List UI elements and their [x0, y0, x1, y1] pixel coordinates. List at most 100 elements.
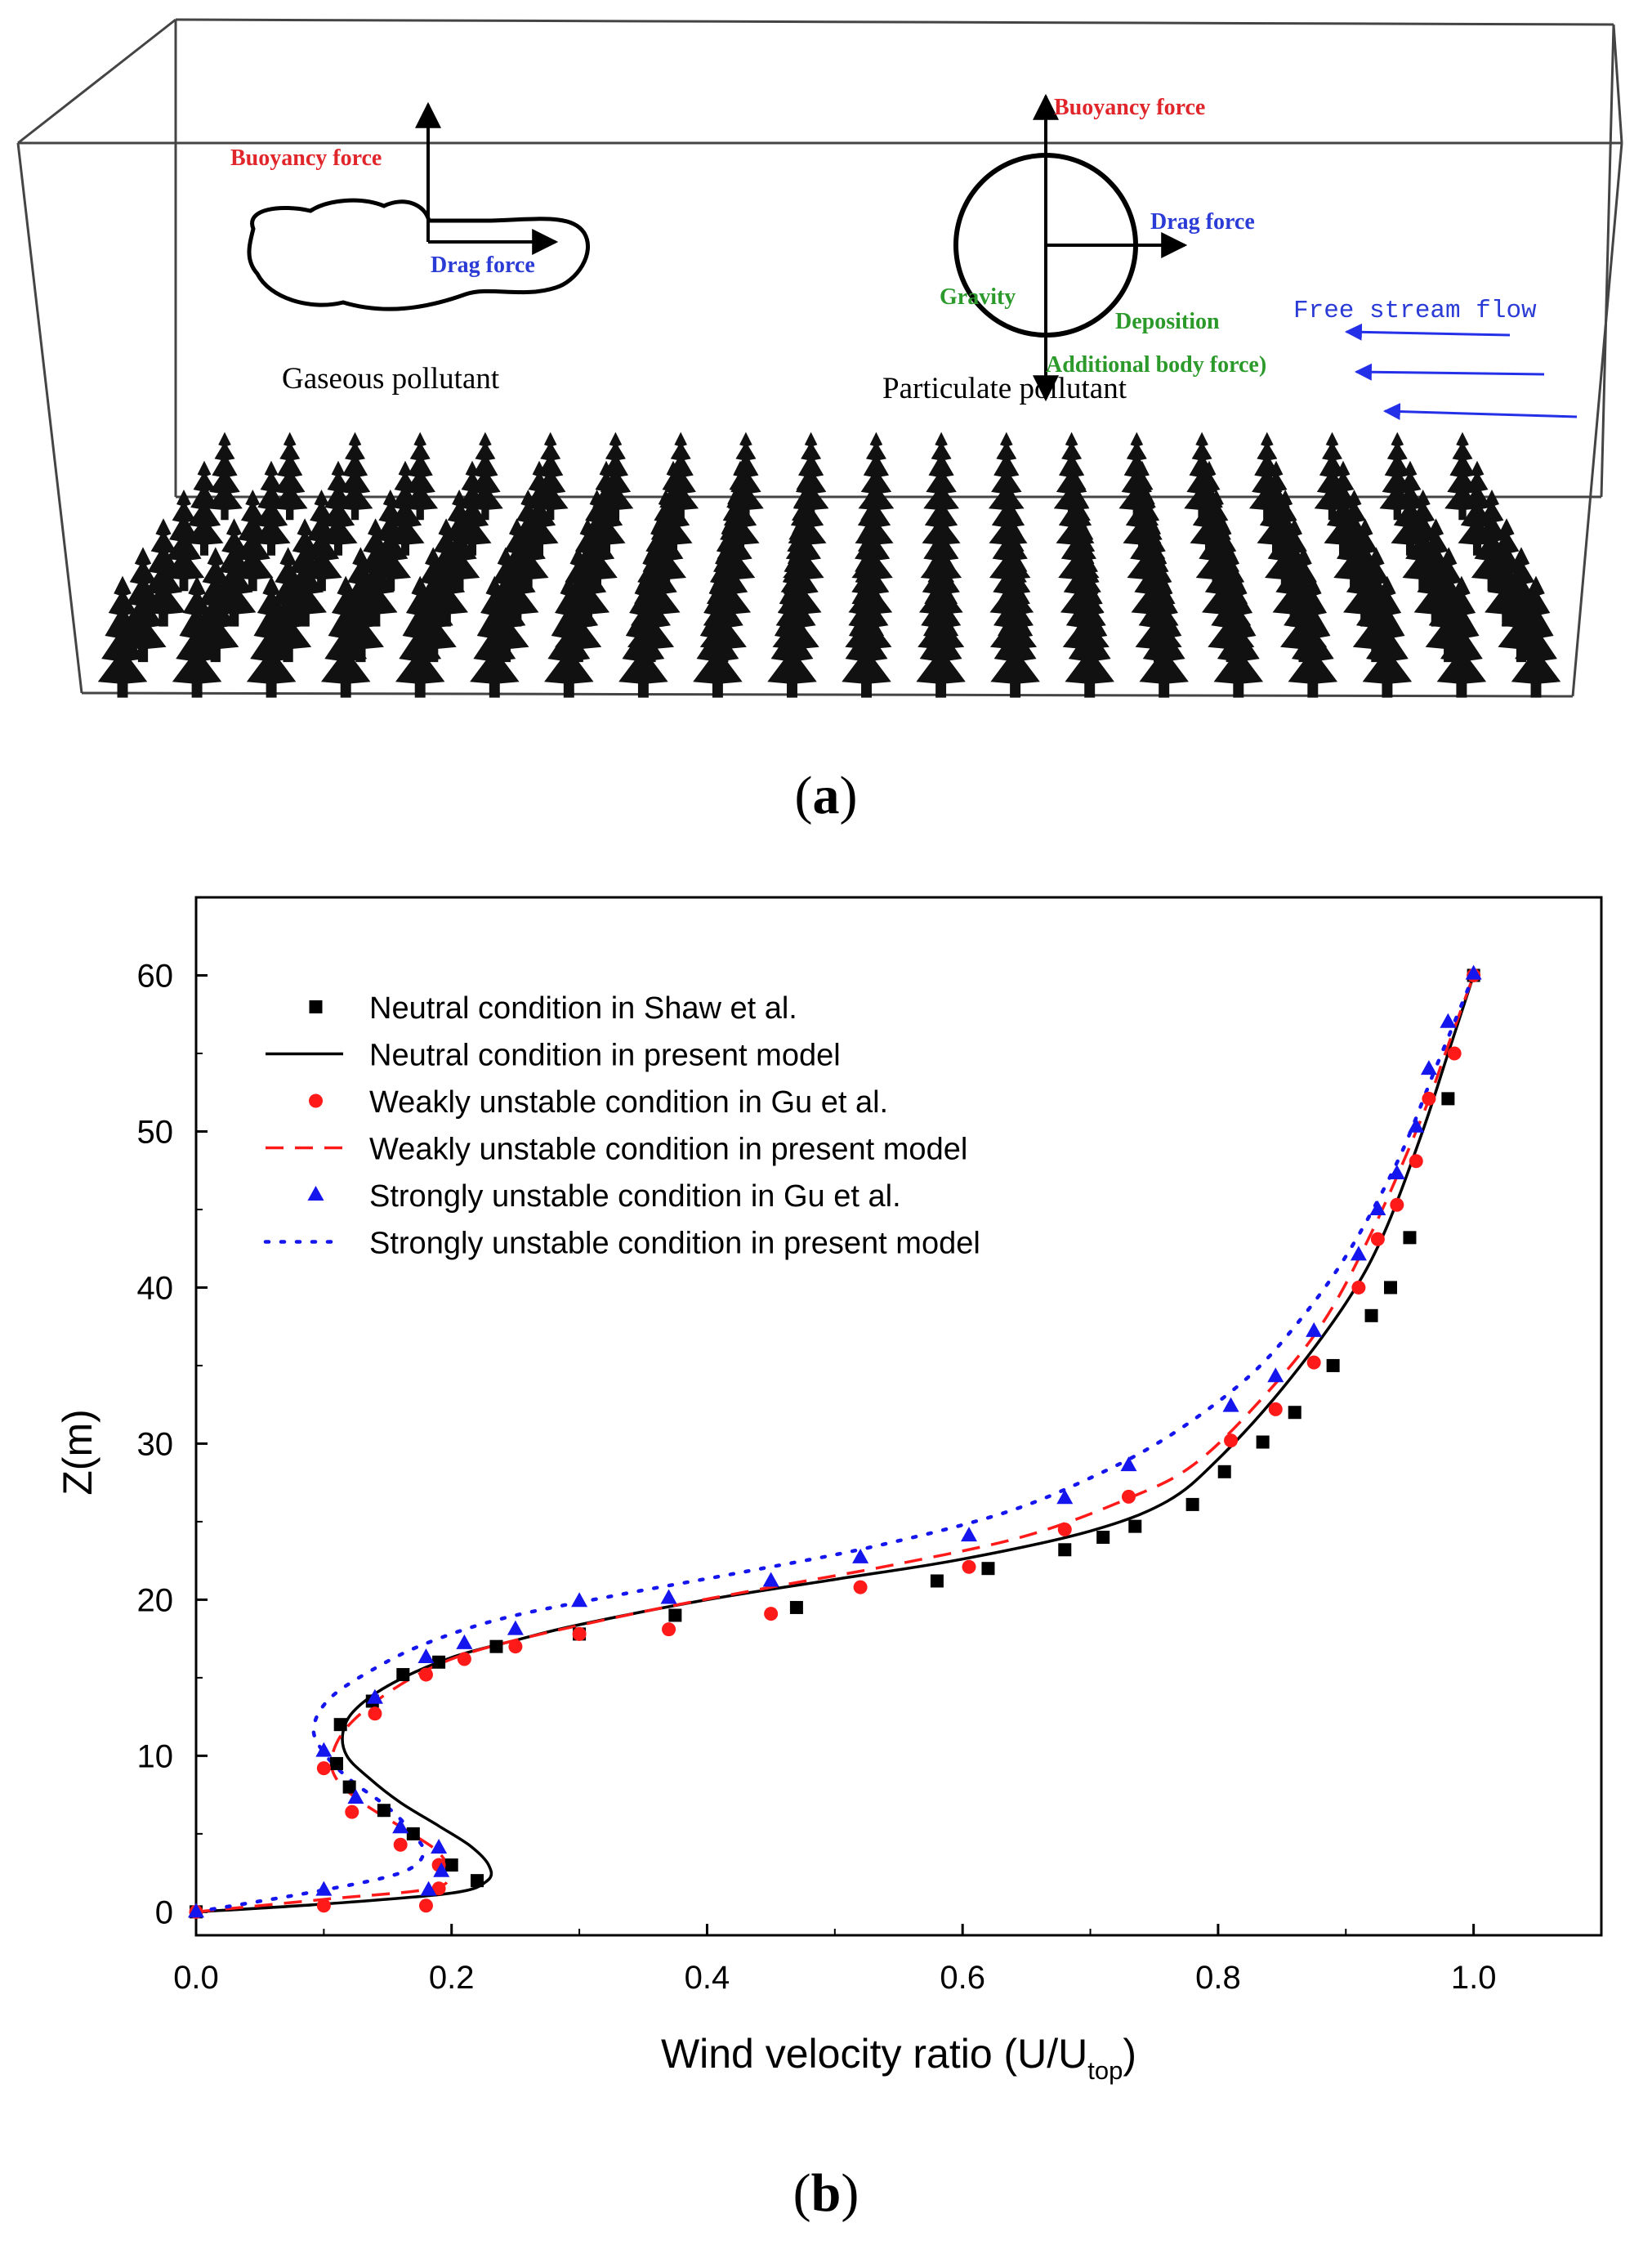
series-1-point — [1288, 1406, 1302, 1420]
series-5-point — [431, 1839, 448, 1854]
series-1-point — [406, 1827, 420, 1840]
x-tick-label: 0.6 — [940, 1960, 985, 1996]
series-1-point — [377, 1804, 391, 1818]
tree — [916, 575, 966, 698]
series-5-point — [507, 1620, 524, 1635]
panel-b-caption: (b) — [793, 2163, 859, 2223]
series-5-point — [571, 1592, 588, 1608]
series-1-point — [668, 1608, 682, 1622]
series-5-point — [433, 1862, 450, 1877]
series-1-point — [333, 1718, 347, 1732]
series-1-point — [471, 1874, 484, 1888]
series-5-point — [1440, 1013, 1457, 1028]
series-3-point — [418, 1898, 433, 1913]
series-1-point — [1128, 1519, 1142, 1533]
series-1-point — [1217, 1465, 1231, 1478]
series-1-point — [1441, 1092, 1455, 1106]
particle-gravity-label: Gravity — [940, 284, 1016, 310]
series-5-point — [1306, 1322, 1323, 1337]
legend: Neutral condition in Shaw et al. Neutral … — [263, 991, 980, 1261]
particle-drag-label: Drag force — [1150, 209, 1255, 235]
series-5-point — [1056, 1489, 1074, 1505]
series-3-point — [1422, 1091, 1436, 1106]
series-5-point — [366, 1688, 383, 1704]
gaseous-drag-label: Drag force — [431, 253, 535, 278]
plot-area — [194, 896, 1603, 1937]
series-3-point — [1390, 1197, 1404, 1212]
series-5-point — [1120, 1456, 1137, 1472]
series-1-point — [789, 1600, 803, 1614]
particulate-pollutant-title: Particulate pollutant — [882, 372, 1127, 405]
series-3-point — [1351, 1280, 1366, 1295]
y-tick-label: 20 — [137, 1582, 174, 1618]
series-3-point — [316, 1761, 331, 1776]
series-3-point — [457, 1652, 471, 1666]
series-1-point — [330, 1756, 343, 1770]
series-1-point — [1058, 1543, 1072, 1557]
legend-item-5-swatch — [307, 1186, 324, 1201]
y-tick-label: 0 — [155, 1894, 173, 1930]
series-5-point — [762, 1572, 779, 1587]
series-5-point — [1388, 1165, 1405, 1180]
series-3-point — [764, 1607, 779, 1621]
tree — [990, 575, 1040, 698]
series-1-point — [1185, 1497, 1199, 1511]
series-3-point — [316, 1898, 331, 1913]
y-tick-label: 10 — [137, 1738, 174, 1774]
series-5-point — [660, 1589, 677, 1604]
x-tick-label: 0.0 — [173, 1960, 219, 1996]
series-3-point — [345, 1804, 359, 1819]
series-1-point — [1384, 1281, 1397, 1295]
series-3-point — [368, 1706, 382, 1721]
y-tick-label: 40 — [137, 1270, 174, 1306]
series-5-point — [315, 1881, 333, 1896]
particle-buoyancy-label: Buoyancy force — [1054, 95, 1205, 120]
particle-additional-force-label: Additional body force) — [1046, 352, 1266, 378]
series-5-point — [420, 1881, 437, 1896]
series-markers — [188, 964, 1482, 1919]
series-5-point — [456, 1634, 473, 1649]
series-1-point — [930, 1574, 944, 1588]
series-5-point — [1408, 1117, 1425, 1133]
series-3-point — [1409, 1154, 1423, 1169]
legend-item-2-label: Neutral condition in present model — [369, 1039, 841, 1073]
series-3-point — [1224, 1433, 1239, 1448]
x-tick-label: 1.0 — [1451, 1960, 1497, 1996]
y-tick-label: 60 — [137, 958, 174, 994]
panel-a-caption: (a) — [795, 766, 858, 825]
legend-item-6-label: Strongly unstable condition in present m… — [369, 1227, 980, 1261]
legend-item-3-label: Weakly unstable condition in Gu et al. — [369, 1085, 888, 1120]
x-axis-ticks: 0.0 0.2 0.4 0.6 0.8 1.0 — [173, 1924, 1602, 1996]
series-3-point — [572, 1626, 587, 1641]
wind-profile-chart: 0.0 0.2 0.4 0.6 0.8 1.0 0 10 20 30 40 50 60 Neutral… — [55, 896, 1603, 2223]
y-axis-ticks: 0 10 20 30 40 50 60 — [137, 958, 208, 1930]
series-5-point — [1222, 1397, 1239, 1412]
series-5-point — [961, 1527, 977, 1542]
series-5-point — [1350, 1245, 1367, 1261]
series-3-point — [662, 1622, 676, 1637]
gaseous-pollutant-blob — [247, 198, 591, 311]
legend-item-4-label: Weakly unstable condition in present mod… — [369, 1133, 967, 1167]
series-3-point — [853, 1580, 868, 1594]
series-3-point — [1268, 1402, 1283, 1416]
series-1-point — [1096, 1531, 1110, 1545]
series-1-point — [396, 1668, 410, 1682]
panel-a-schematic: Buoyancy force Drag force Gaseous pollut… — [16, 18, 1623, 825]
legend-item-3-swatch — [309, 1093, 323, 1108]
series-5-point — [347, 1788, 364, 1804]
x-tick-label: 0.4 — [685, 1960, 730, 1996]
x-tick-label: 0.2 — [429, 1960, 475, 1996]
series-3-point — [393, 1837, 408, 1852]
series-1-point — [444, 1858, 458, 1872]
series-1-point — [1326, 1358, 1340, 1372]
legend-item-5-label: Strongly unstable condition in Gu et al. — [369, 1179, 901, 1214]
gaseous-buoyancy-label: Buoyancy force — [230, 145, 382, 171]
series-1-point — [1256, 1435, 1270, 1449]
series-3-point — [431, 1881, 446, 1896]
series-1-point — [1364, 1308, 1378, 1322]
series-1-point — [342, 1780, 356, 1794]
series-2-line — [195, 974, 1476, 1914]
series-5-point — [1267, 1367, 1284, 1383]
series-3-point — [1121, 1489, 1136, 1504]
series-3-point — [1057, 1522, 1072, 1536]
